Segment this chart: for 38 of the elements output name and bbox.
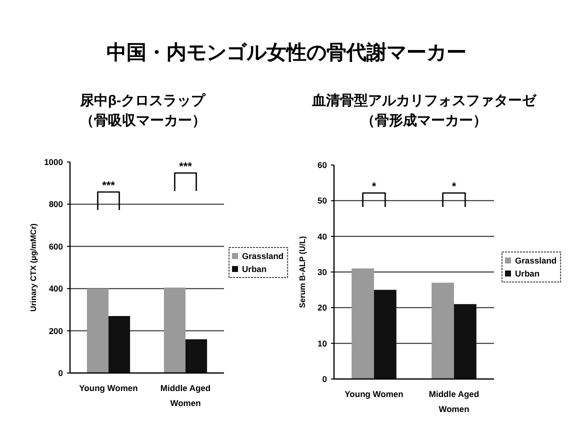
y-tick-label: 0	[322, 374, 328, 384]
bar	[352, 268, 374, 379]
y-tick-label: 600	[48, 241, 64, 252]
annotation: ***	[179, 161, 193, 173]
bar	[164, 288, 186, 373]
legend-label: Urban	[242, 264, 267, 274]
x-tick-label: Middle Aged Women	[160, 383, 211, 408]
y-tick-label: 40	[318, 231, 328, 242]
y-tick-label: 1000	[44, 157, 64, 167]
bar	[108, 316, 130, 373]
bar	[186, 339, 208, 373]
bar	[432, 282, 454, 379]
y-tick-label: 400	[48, 284, 64, 294]
y-axis-title: Urinary CTX (µg/mMCr)	[29, 223, 38, 312]
y-tick-label: 30	[318, 267, 328, 277]
bar	[374, 290, 396, 379]
y-axis-title: Serum B-ALP (U/L)	[298, 236, 307, 308]
y-tick-label: 60	[318, 160, 328, 170]
legend-label: Grassland	[242, 251, 284, 261]
y-tick-label: 50	[318, 196, 328, 206]
y-tick-label: 200	[48, 326, 64, 336]
annotation: ***	[102, 180, 116, 192]
chart-subtitle: 尿中β-クロスラップ（骨吸収マーカー）	[79, 92, 206, 128]
text: 中国・内モンゴル女性の骨代謝マーカー	[106, 41, 466, 64]
annotation: *	[372, 181, 377, 193]
y-tick-label: 10	[318, 338, 328, 348]
x-tick-label: Young Women	[344, 389, 404, 399]
x-tick-label: Middle Aged Women	[428, 389, 480, 414]
y-tick-label: 800	[48, 199, 64, 210]
bar	[86, 288, 108, 373]
legend-label: Grassland	[515, 256, 557, 266]
y-tick-label: 20	[318, 302, 328, 313]
y-tick-label: 0	[58, 368, 64, 378]
chart-subtitle: 血清骨型アルカリフォスファターゼ（骨形成マーカー）	[311, 92, 537, 128]
x-tick-label: Young Women	[79, 383, 138, 393]
bar	[454, 304, 476, 379]
annotation: *	[452, 181, 457, 193]
legend-label: Urban	[515, 268, 540, 278]
